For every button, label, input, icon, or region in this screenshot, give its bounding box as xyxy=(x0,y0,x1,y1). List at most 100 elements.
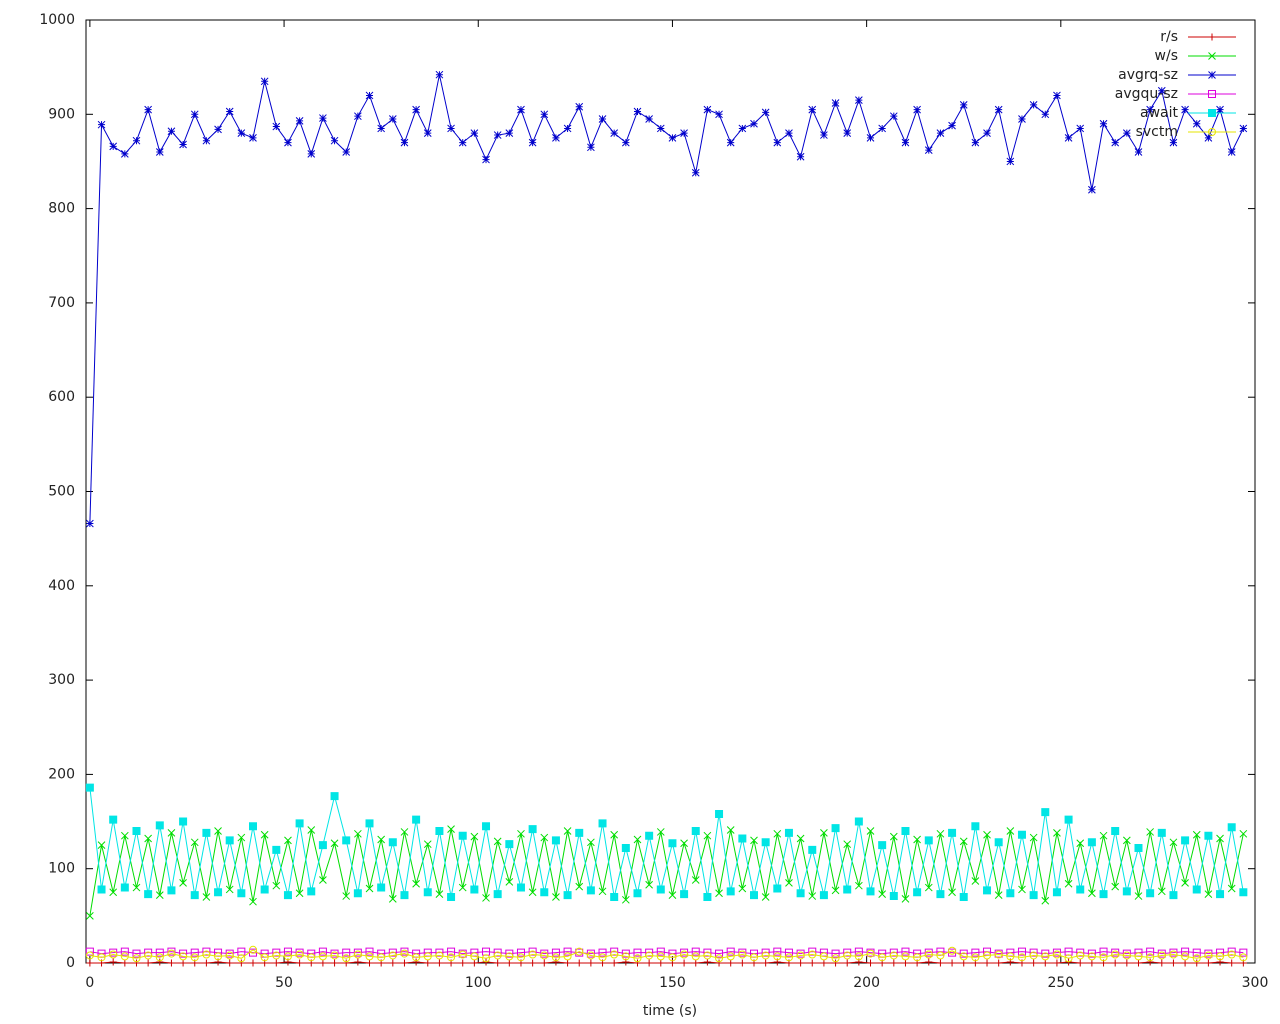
point xyxy=(691,876,700,884)
point xyxy=(703,831,712,840)
point xyxy=(1227,823,1236,832)
legend-label: avgrq-sz xyxy=(1118,67,1178,83)
point xyxy=(656,952,665,961)
point xyxy=(1204,134,1213,142)
point xyxy=(505,952,514,961)
point xyxy=(750,953,759,962)
point xyxy=(1157,86,1166,95)
point xyxy=(342,148,351,156)
point xyxy=(295,117,304,125)
point xyxy=(971,822,980,831)
point xyxy=(645,951,654,960)
point xyxy=(1169,950,1178,959)
point xyxy=(435,826,444,835)
point xyxy=(598,819,607,828)
point xyxy=(435,951,444,960)
point xyxy=(959,837,968,846)
point xyxy=(656,828,665,836)
point xyxy=(995,959,1003,967)
point xyxy=(412,958,420,966)
legend-marker xyxy=(1208,71,1216,79)
point xyxy=(832,959,840,967)
point xyxy=(1041,896,1050,905)
point xyxy=(1239,888,1248,897)
point xyxy=(517,105,525,114)
point xyxy=(924,883,933,892)
point xyxy=(400,828,409,836)
point xyxy=(983,830,991,839)
point xyxy=(633,889,642,898)
point xyxy=(866,949,875,958)
point xyxy=(1216,834,1224,843)
point xyxy=(796,951,805,960)
point xyxy=(901,959,909,967)
point xyxy=(1041,110,1050,119)
point xyxy=(1099,953,1108,962)
point xyxy=(202,959,210,967)
point xyxy=(458,883,467,892)
point xyxy=(668,891,677,899)
point xyxy=(784,953,793,962)
point xyxy=(843,951,852,960)
point xyxy=(1041,952,1050,961)
point xyxy=(144,105,152,114)
point xyxy=(1052,950,1061,959)
point xyxy=(330,792,339,801)
point xyxy=(924,146,933,154)
point xyxy=(470,959,478,967)
y-tick-label: 1000 xyxy=(39,12,75,28)
point xyxy=(948,888,956,897)
point xyxy=(586,951,595,960)
point xyxy=(983,886,992,895)
point xyxy=(1157,887,1166,896)
point xyxy=(959,952,968,961)
point xyxy=(540,833,549,842)
point xyxy=(1239,953,1248,962)
point xyxy=(179,878,187,887)
point xyxy=(1146,828,1154,836)
point xyxy=(97,841,106,849)
point xyxy=(668,839,677,848)
point xyxy=(726,826,735,834)
point xyxy=(447,947,456,956)
point xyxy=(1088,889,1096,898)
point xyxy=(808,959,816,967)
point xyxy=(843,840,852,849)
point xyxy=(529,959,537,967)
point xyxy=(913,105,921,114)
point xyxy=(1216,105,1224,114)
point xyxy=(552,893,560,901)
x-tick-label: 150 xyxy=(659,975,686,991)
y-tick-label: 700 xyxy=(48,295,75,311)
point xyxy=(202,893,211,901)
point xyxy=(1018,115,1026,123)
point xyxy=(901,895,910,903)
point xyxy=(1053,829,1061,837)
point xyxy=(156,958,164,966)
point xyxy=(1192,830,1201,839)
point xyxy=(237,889,246,898)
series-line xyxy=(89,949,1244,959)
point xyxy=(366,959,374,967)
point xyxy=(342,948,351,957)
point xyxy=(435,890,444,899)
point xyxy=(551,953,560,962)
point xyxy=(482,954,491,963)
point xyxy=(1041,959,1049,967)
point xyxy=(692,959,700,967)
point xyxy=(121,959,129,967)
series-line xyxy=(89,951,1244,955)
point xyxy=(1064,879,1073,888)
point xyxy=(505,129,514,138)
point xyxy=(983,951,992,960)
point xyxy=(1076,959,1084,967)
point xyxy=(680,839,688,848)
point xyxy=(167,886,176,895)
point xyxy=(155,148,164,156)
point xyxy=(889,892,898,901)
point xyxy=(668,953,677,962)
legend-marker xyxy=(1208,33,1216,41)
point xyxy=(715,110,723,119)
point xyxy=(540,110,549,119)
point xyxy=(1017,830,1026,839)
